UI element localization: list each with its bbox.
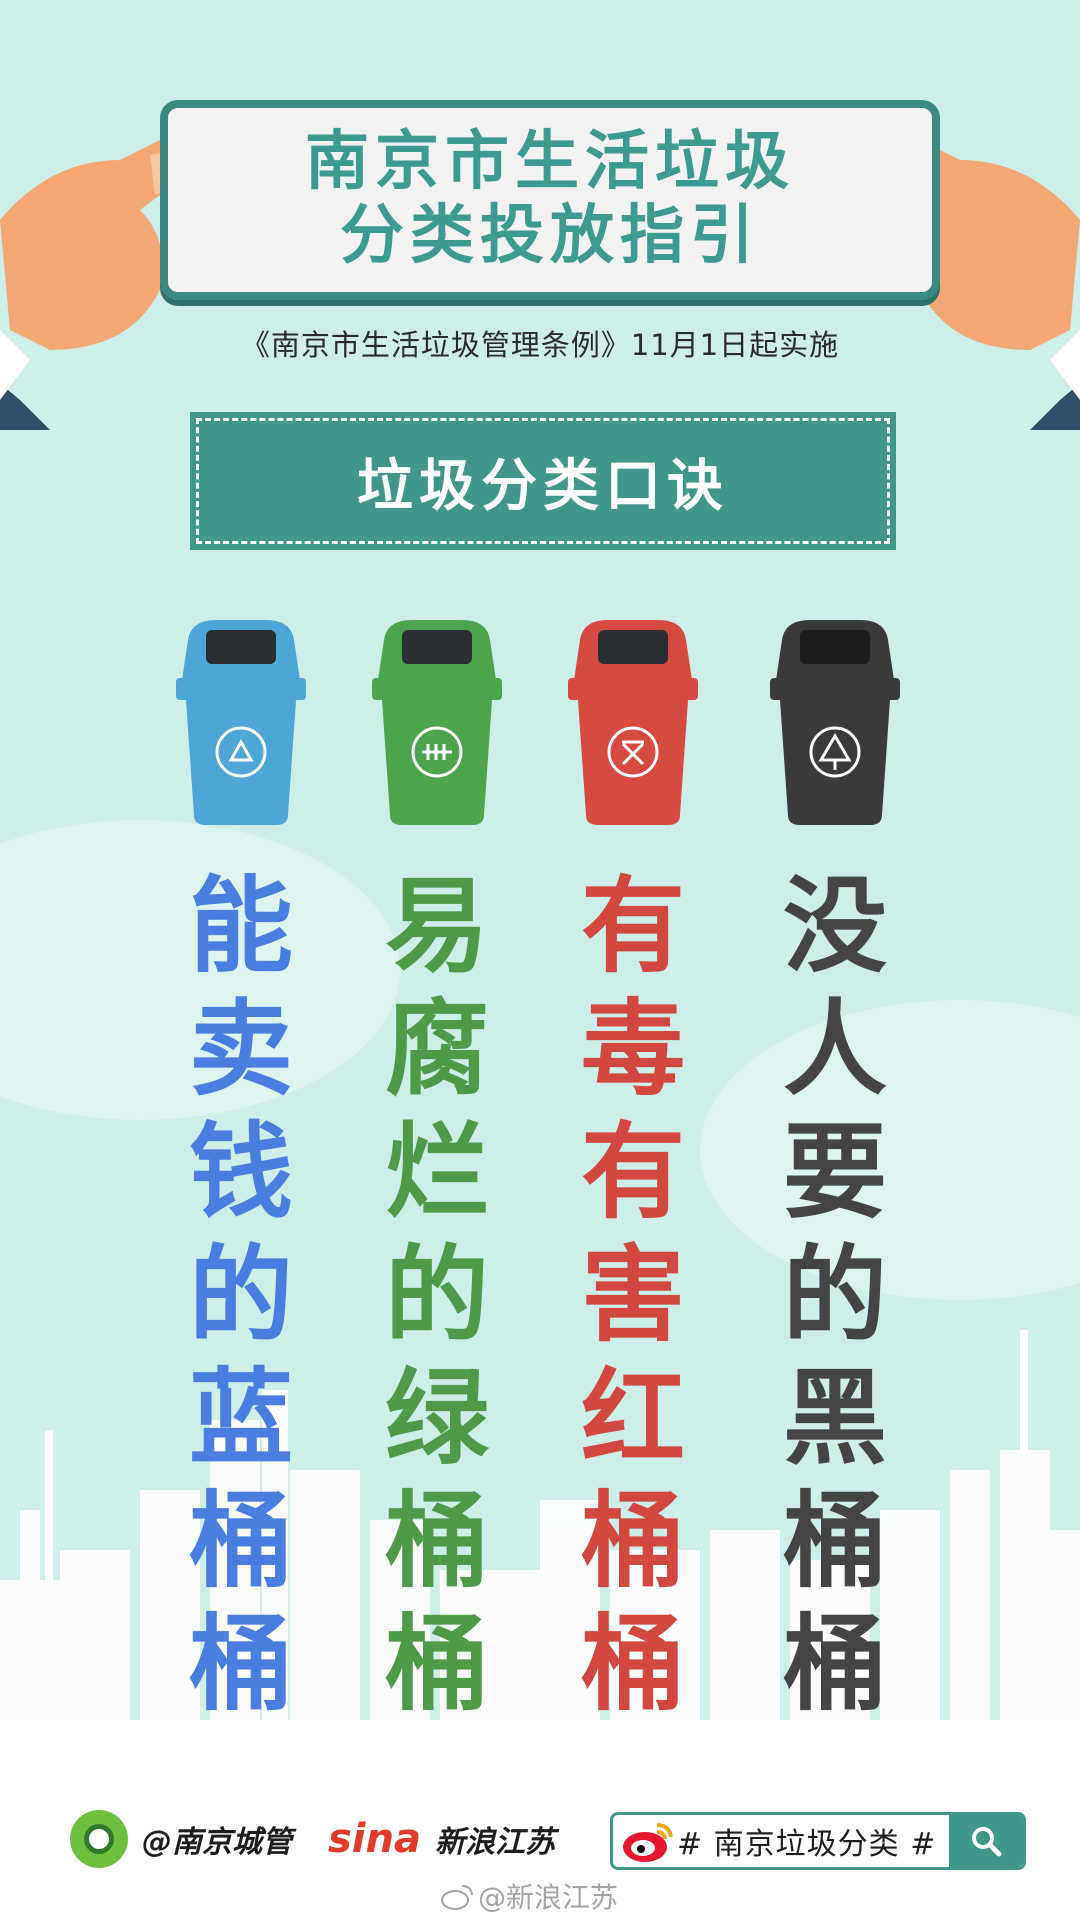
hashtag-text: # 南京垃圾分类 # <box>677 1827 937 1862</box>
sina-jiangsu-name[interactable]: 新浪江苏 <box>435 1825 555 1860</box>
red-bin <box>568 620 698 825</box>
slogan-char: 蓝 <box>188 1357 293 1479</box>
city-skyline <box>0 1330 1080 1750</box>
search-icon <box>972 1827 1002 1857</box>
blue-bin <box>176 620 306 825</box>
page-title-line-1: 南京市生活垃圾 <box>305 125 795 200</box>
slogan-char: 卖 <box>188 988 293 1110</box>
slogan-char: 的 <box>188 1234 293 1356</box>
slogan-char: 钱 <box>188 1111 293 1233</box>
footer-credits: @南京城管 sina 新浪江苏 <box>70 1808 555 1870</box>
slogan-char: 有 <box>580 1111 685 1233</box>
slogan-char: 桶 <box>188 1480 293 1602</box>
recycle-icon <box>228 738 254 762</box>
slogan-column-black: 没 人 要 的 黑 桶 桶 <box>775 865 895 1726</box>
slogan-char: 桶 <box>188 1603 293 1725</box>
left-hand-illustration <box>0 140 189 430</box>
slogan-column-green: 易 腐 烂 的 绿 桶 桶 <box>377 865 497 1726</box>
chengguan-handle[interactable]: @南京城管 <box>142 1825 292 1860</box>
slogan-char: 腐 <box>384 988 489 1110</box>
slogan-char: 桶 <box>384 1480 489 1602</box>
slogan-column-blue: 能 卖 钱 的 蓝 桶 桶 <box>181 865 301 1726</box>
fishbone-icon <box>422 744 452 760</box>
slogan-char: 毒 <box>580 988 685 1110</box>
slogan-char: 能 <box>188 865 293 987</box>
slogan-char: 桶 <box>384 1603 489 1725</box>
slogan-char: 易 <box>384 865 489 987</box>
slogan-char: 桶 <box>782 1603 887 1725</box>
slogan-char: 桶 <box>580 1603 685 1725</box>
watermark: @新浪江苏 <box>440 1876 618 1916</box>
weibo-watermark-icon <box>441 1885 473 1910</box>
tree-icon <box>818 733 852 770</box>
slogan-char: 人 <box>782 988 887 1110</box>
slogan-char: 红 <box>580 1357 685 1479</box>
weibo-icon <box>623 1823 673 1862</box>
title-board: 南京市生活垃圾 分类投放指引 <box>160 100 940 300</box>
slogan-column-red: 有 毒 有 害 红 桶 桶 <box>573 865 693 1726</box>
slogan-char: 害 <box>580 1234 685 1356</box>
search-button[interactable] <box>949 1815 1023 1867</box>
motto-title: 垃圾分类口诀 <box>357 453 729 519</box>
watermark-text: @新浪江苏 <box>478 1881 619 1914</box>
slogan-char: 黑 <box>782 1357 887 1479</box>
hashtag-search-bar[interactable]: # 南京垃圾分类 # <box>610 1812 1026 1870</box>
hazard-icon <box>621 740 645 766</box>
slogan-char: 的 <box>782 1234 887 1356</box>
slogan-char: 要 <box>782 1111 887 1233</box>
slogan-char: 绿 <box>384 1357 489 1479</box>
black-bin <box>770 620 900 825</box>
page-subtitle: 《南京市生活垃圾管理条例》11月1日起实施 <box>240 328 840 362</box>
slogan-char: 烂 <box>384 1111 489 1233</box>
sina-logo: sina <box>328 1816 421 1862</box>
slogan-char: 没 <box>782 865 887 987</box>
slogan-char: 的 <box>384 1234 489 1356</box>
slogan-char: 桶 <box>580 1480 685 1602</box>
slogan-char: 有 <box>580 865 685 987</box>
page-title-line-2: 分类投放指引 <box>340 199 760 273</box>
nanjing-chengguan-logo-icon <box>70 1810 128 1868</box>
slogan-char: 桶 <box>782 1480 887 1602</box>
green-bin <box>372 620 502 825</box>
background-cloud <box>0 820 400 1120</box>
motto-banner: 垃圾分类口诀 <box>190 412 896 550</box>
